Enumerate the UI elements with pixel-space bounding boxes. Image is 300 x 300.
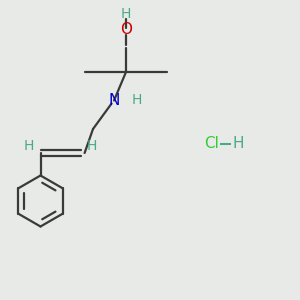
Text: H: H [86,139,97,152]
Text: Cl: Cl [204,136,219,152]
Text: H: H [23,139,34,152]
Text: H: H [121,7,131,20]
Text: H: H [132,94,142,107]
Text: O: O [120,22,132,38]
Text: H: H [232,136,244,152]
Text: N: N [108,93,120,108]
